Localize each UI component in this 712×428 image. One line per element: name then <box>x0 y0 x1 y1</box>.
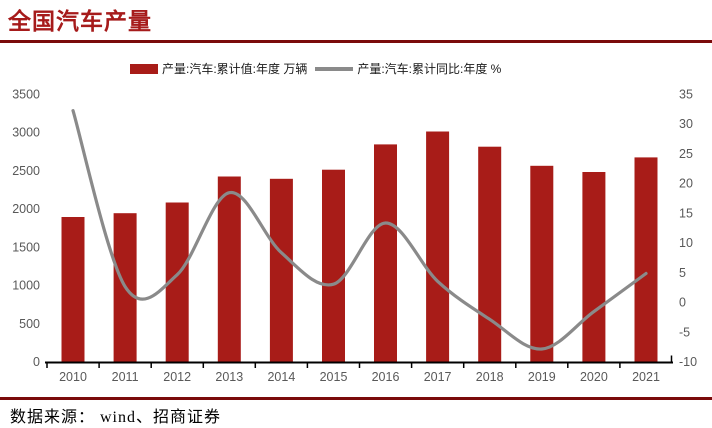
bar-2010 <box>61 217 85 362</box>
bar-2016 <box>374 144 397 362</box>
x-axis-label: 2016 <box>372 370 400 384</box>
right-axis-tick-label: -10 <box>679 355 697 369</box>
x-axis-label: 2015 <box>320 370 348 384</box>
title-divider <box>0 40 712 43</box>
right-axis-tick-label: 15 <box>679 206 693 220</box>
x-axis-label: 2020 <box>580 370 608 384</box>
x-axis-label: 2021 <box>632 370 660 384</box>
bar-2021 <box>634 157 658 362</box>
footer-divider <box>0 397 712 400</box>
legend-bar-label: 产量:汽车:累计值:年度 万辆 <box>162 62 308 76</box>
right-axis-tick-label: 5 <box>679 266 686 280</box>
x-axis-label: 2010 <box>59 370 87 384</box>
right-axis-tick-label: -5 <box>679 325 690 339</box>
left-axis-tick-label: 0 <box>33 355 40 369</box>
data-source-note: 数据来源： wind、招商证券 <box>10 409 222 426</box>
legend-line-swatch <box>315 66 354 71</box>
left-axis-tick-label: 3000 <box>12 126 40 140</box>
left-axis-tick-label: 500 <box>19 317 40 331</box>
x-axis-label: 2017 <box>424 370 452 384</box>
yoy-growth-line <box>71 109 648 351</box>
bar-2018 <box>478 146 502 362</box>
x-axis-label: 2011 <box>112 370 139 384</box>
bar-2019 <box>530 165 554 362</box>
right-axis-tick-label: 10 <box>679 236 693 250</box>
bar-2012 <box>165 202 189 362</box>
chart-legend: 产量:汽车:累计值:年度 万辆 产量:汽车:累计同比:年度 % <box>130 60 501 77</box>
left-axis-tick-label: 3500 <box>12 88 40 102</box>
x-axis-label: 2013 <box>215 370 243 384</box>
bar-2020 <box>582 172 606 362</box>
bar-2014 <box>269 178 293 362</box>
x-axis-label: 2018 <box>476 370 504 384</box>
left-axis-tick-label: 2500 <box>12 164 40 178</box>
bar-2015 <box>322 169 345 362</box>
x-axis-label: 2014 <box>267 370 295 384</box>
right-axis-tick-label: 35 <box>679 88 693 102</box>
bar-2013 <box>217 176 241 362</box>
x-axis-label: 2019 <box>528 370 556 384</box>
right-axis-tick-label: 25 <box>679 147 693 161</box>
x-axis-label: 2012 <box>163 370 191 384</box>
legend-bar-swatch <box>130 63 158 74</box>
right-axis-tick-label: 30 <box>679 117 693 131</box>
left-axis-tick-label: 2000 <box>12 202 40 216</box>
left-axis-tick-label: 1000 <box>12 279 40 293</box>
bar-2017 <box>426 131 450 362</box>
page-title: 全国汽车产量 <box>8 9 152 34</box>
left-axis-tick-label: 1500 <box>12 240 40 254</box>
legend-line-label: 产量:汽车:累计同比:年度 % <box>357 62 502 76</box>
right-axis-tick-label: 20 <box>679 177 693 191</box>
right-axis-tick-label: 0 <box>679 296 686 310</box>
